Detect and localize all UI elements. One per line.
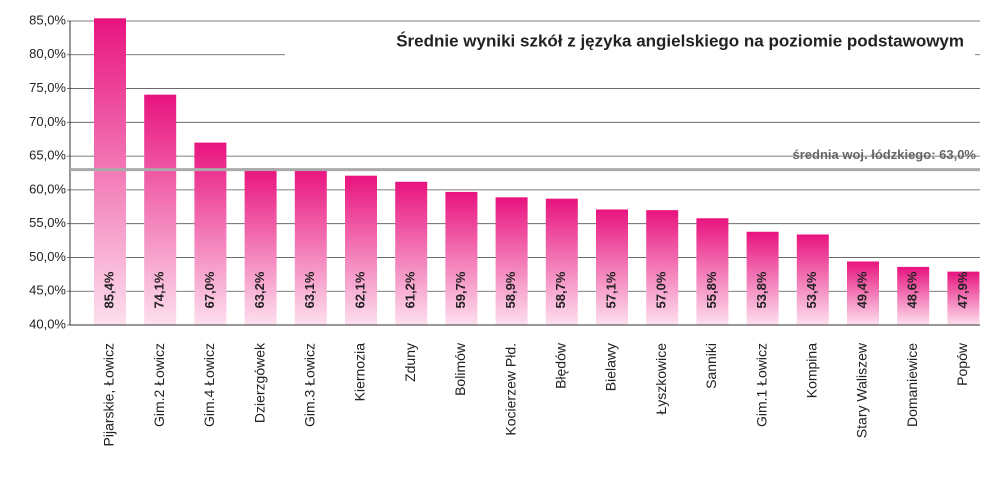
x-tick-label: Kocierzew Płd.	[502, 343, 518, 436]
x-tick-label: Domaniewice	[904, 343, 920, 427]
reference-label: średnia woj. łódzkiego: 63,0%	[793, 147, 977, 162]
bar	[847, 261, 879, 325]
value-label: 62,1%	[352, 271, 367, 308]
value-label: 63,1%	[302, 271, 317, 308]
x-tick-label: Łyszkowice	[653, 343, 669, 415]
x-tick-label: Kiernozia	[352, 343, 368, 402]
x-tick-label: Gim.2 Łowicz	[151, 343, 167, 427]
value-label: 61,2%	[403, 271, 418, 308]
value-label: 85,4%	[101, 271, 116, 308]
value-label: 53,8%	[754, 271, 769, 308]
x-tick-label: Zduny	[402, 343, 418, 382]
y-tick-label: 85,0%	[29, 12, 66, 27]
bar	[696, 218, 729, 325]
bar	[495, 197, 528, 325]
value-label: 57,1%	[603, 271, 618, 308]
bar	[796, 234, 829, 325]
x-tick-label: Gim.3 Łowicz	[302, 343, 318, 427]
x-tick-label: Bolimów	[452, 342, 468, 396]
bar	[395, 181, 428, 325]
bar	[646, 210, 679, 325]
x-tick-label: Gim.1 Łowicz	[753, 343, 769, 427]
value-label: 67,0%	[202, 271, 217, 308]
value-label: 55,8%	[704, 271, 719, 308]
y-tick-label: 70,0%	[29, 114, 66, 129]
x-tick-label: Sanniki	[703, 343, 719, 389]
y-tick-label: 55,0%	[29, 215, 66, 230]
x-tick-label: Dzierzgówek	[251, 342, 267, 423]
value-label: 58,7%	[553, 271, 568, 308]
bar	[897, 266, 930, 325]
bar	[244, 168, 277, 325]
bar	[947, 271, 980, 325]
value-label: 49,4%	[854, 271, 869, 308]
value-label: 74,1%	[152, 271, 167, 308]
y-tick-label: 65,0%	[29, 148, 66, 163]
x-tick-label: Błędów	[553, 342, 569, 389]
value-label: 47,9%	[955, 271, 970, 308]
y-tick-label: 40,0%	[29, 316, 66, 331]
y-tick-label: 60,0%	[29, 181, 66, 196]
value-label: 57,0%	[654, 271, 669, 308]
value-label: 48,6%	[905, 271, 920, 308]
bar	[144, 94, 177, 325]
x-tick-label: Bielawy	[603, 343, 619, 391]
bar	[596, 209, 628, 325]
x-tick-label: Stary Waliszew	[854, 342, 870, 438]
bar	[294, 168, 327, 325]
bar	[445, 191, 478, 325]
bar	[94, 18, 126, 325]
x-tick-label: Popów	[954, 342, 970, 386]
bar	[545, 198, 578, 325]
y-tick-label: 50,0%	[29, 249, 66, 264]
y-tick-label: 80,0%	[29, 46, 66, 61]
title-bg	[285, 28, 975, 56]
value-label: 59,7%	[453, 271, 468, 308]
chart-title: Średnie wyniki szkół z języka angielskie…	[396, 31, 964, 50]
y-tick-label: 75,0%	[29, 80, 66, 95]
value-label: 63,2%	[252, 271, 267, 308]
x-tick-label: Gim.4 Łowicz	[201, 343, 217, 427]
bar	[746, 231, 779, 325]
bar	[345, 175, 377, 325]
value-label: 58,9%	[503, 271, 518, 308]
x-tick-label: Kompina	[804, 343, 820, 398]
x-tick-label: Pijarskie, Łowicz	[101, 343, 117, 446]
value-label: 53,4%	[804, 271, 819, 308]
bar	[194, 142, 227, 325]
y-tick-label: 45,0%	[29, 283, 66, 298]
